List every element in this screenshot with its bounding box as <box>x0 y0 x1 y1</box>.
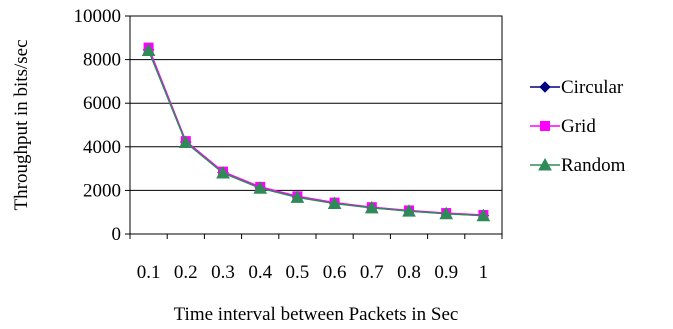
legend-marker-grid <box>540 121 550 131</box>
data-point-random <box>253 181 268 194</box>
y-tick-label: 8000 <box>83 50 121 71</box>
data-point-random <box>178 135 193 148</box>
x-tick-label: 0.4 <box>248 262 272 283</box>
data-point-random <box>364 200 379 214</box>
x-tick-label: 0.2 <box>174 262 198 283</box>
y-tick-label: 10000 <box>74 6 122 27</box>
data-point-random <box>402 204 416 217</box>
gridlines <box>125 15 503 239</box>
legend: Circular Grid Random <box>530 77 626 176</box>
data-point-random <box>476 208 491 222</box>
y-tick-label: 2000 <box>83 180 121 201</box>
legend-marker-circular <box>539 81 551 93</box>
y-axis-title: Throughput in bits/sec <box>11 40 32 211</box>
x-tick-labels: 0.1 0.2 0.3 0.4 0.5 0.6 0.7 0.8 0.9 1 <box>137 262 488 283</box>
x-tick-label: 0.1 <box>137 262 161 283</box>
legend-label-circular: Circular <box>561 77 624 98</box>
legend-marker-random <box>538 157 552 171</box>
x-tick-label: 0.8 <box>397 262 421 283</box>
y-tick-label: 6000 <box>83 93 121 114</box>
x-tick-label: 0.7 <box>360 262 384 283</box>
data-point-random <box>141 43 156 56</box>
x-tick-label: 1 <box>479 262 489 283</box>
series-line-random <box>147 50 484 217</box>
x-tick-label: 0.6 <box>323 262 347 283</box>
x-tick-label: 0.3 <box>211 262 235 283</box>
y-tick-label: 4000 <box>83 137 121 158</box>
x-tick-label: 0.5 <box>286 262 310 283</box>
data-point-random <box>216 165 230 179</box>
y-tick-labels: 0 2000 4000 6000 8000 10000 <box>74 6 122 245</box>
series-lines <box>141 42 491 222</box>
data-point-random <box>439 206 454 220</box>
y-tick-label: 0 <box>112 224 122 245</box>
data-point-random <box>290 190 305 203</box>
x-axis-title: Time interval between Packets in Sec <box>174 304 459 325</box>
legend-label-grid: Grid <box>561 116 596 137</box>
plot-area <box>129 15 503 235</box>
x-tick-label: 0.9 <box>434 262 458 283</box>
legend-label-random: Random <box>561 155 626 176</box>
data-point-random <box>327 196 342 209</box>
